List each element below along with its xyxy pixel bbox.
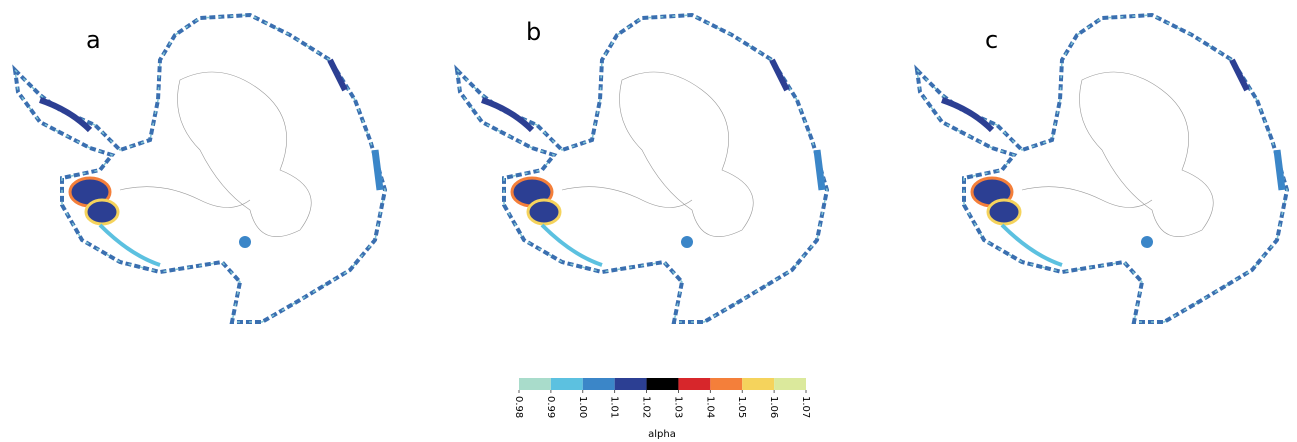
colorbar-label: alpha bbox=[648, 429, 676, 440]
map-b bbox=[457, 15, 827, 322]
map-c bbox=[917, 15, 1287, 322]
colorbar-segment bbox=[678, 378, 711, 390]
tick-label: 1.00 bbox=[577, 396, 588, 418]
colorbar-segment bbox=[646, 378, 679, 390]
panel-label: b bbox=[526, 18, 541, 46]
colorbar-segment bbox=[519, 378, 551, 390]
colorbar-segment bbox=[550, 378, 583, 390]
tick-label: 0.98 bbox=[513, 396, 524, 418]
colorbar-segment bbox=[742, 378, 775, 390]
map-a bbox=[15, 15, 385, 322]
colorbar-segment bbox=[710, 378, 743, 390]
tick-label: 1.02 bbox=[641, 396, 652, 418]
tick-label: 0.99 bbox=[545, 396, 556, 418]
tick-label: 1.05 bbox=[736, 396, 747, 418]
tick-label: 1.07 bbox=[800, 396, 811, 418]
panel-label: a bbox=[86, 26, 101, 54]
panel-label: c bbox=[985, 26, 998, 54]
colorbar-segment bbox=[582, 378, 615, 390]
tick-label: 1.04 bbox=[704, 396, 715, 418]
colorbar-segment bbox=[774, 378, 806, 390]
colorbar-segment bbox=[614, 378, 647, 390]
tick-label: 1.01 bbox=[609, 396, 620, 418]
tick-label: 1.03 bbox=[672, 396, 683, 418]
tick-label: 1.06 bbox=[768, 396, 779, 418]
